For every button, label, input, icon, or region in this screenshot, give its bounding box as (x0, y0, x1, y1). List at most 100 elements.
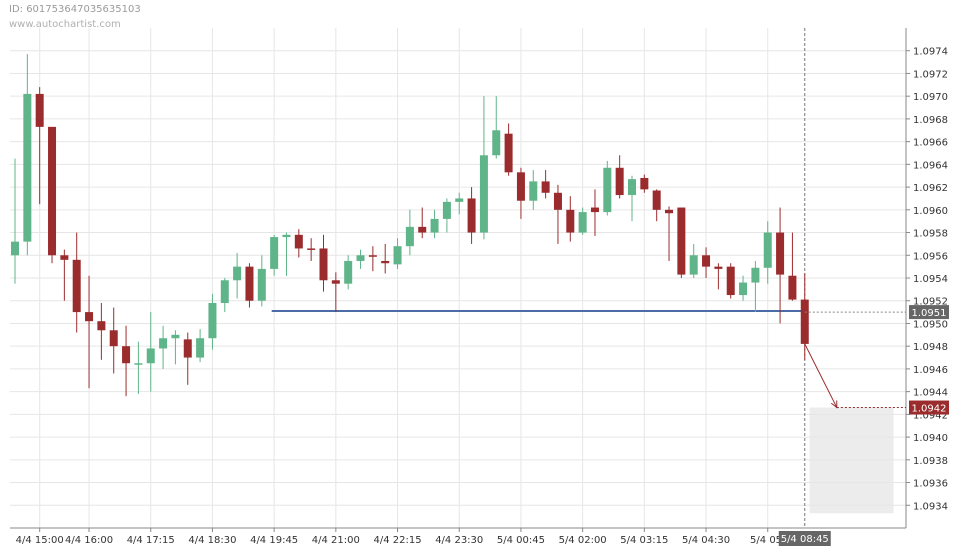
x-tick-label: 4/4 15:00 (16, 535, 64, 546)
candle-down (35, 93, 44, 127)
candle-down (60, 255, 69, 260)
y-tick-label: 1.0960 (913, 206, 948, 217)
candle-up (171, 334, 180, 339)
candle-up (492, 130, 501, 156)
y-tick-label: 1.0968 (913, 115, 948, 126)
forecast-arrow-head (830, 400, 838, 409)
candle-up (134, 363, 143, 365)
candle-up (628, 179, 636, 196)
candle-up (689, 255, 698, 275)
candle-down (368, 255, 377, 257)
candle-up (220, 280, 229, 303)
candle-down (615, 167, 624, 196)
candle-up (356, 255, 365, 261)
y-tick-label: 1.0948 (913, 342, 948, 353)
candle-up (393, 246, 402, 265)
candle-up (344, 260, 353, 284)
candle-down (788, 275, 797, 300)
candle-down (800, 299, 809, 344)
y-tick-label: 1.0946 (913, 365, 948, 376)
candle-up (739, 282, 748, 296)
candle-down (72, 259, 81, 313)
y-tick-label: 1.0970 (913, 92, 948, 103)
x-tick-label: 4/4 21:00 (312, 535, 360, 546)
candle-down (48, 126, 57, 256)
candle-down (640, 178, 649, 190)
y-tick-label: 1.0942 (913, 410, 948, 421)
candle-down (702, 255, 711, 267)
candle-down (714, 266, 723, 269)
y-tick-label: 1.0972 (913, 69, 948, 80)
candle-down (677, 207, 686, 275)
candle-down (541, 181, 550, 193)
y-tick-label: 1.0964 (913, 160, 948, 171)
x-tick-label: 5/4 00:45 (497, 535, 545, 546)
candle-up (455, 198, 464, 202)
y-tick-label: 1.0944 (913, 388, 948, 399)
candle-up (233, 266, 242, 281)
y-tick-label: 1.0938 (913, 456, 948, 467)
candle-down (590, 207, 599, 213)
forecast-zone (809, 407, 894, 514)
candle-up (23, 93, 32, 242)
candle-up (430, 218, 439, 233)
candle-down (726, 266, 735, 296)
candle-up (578, 212, 587, 233)
y-tick-label: 1.0940 (913, 433, 948, 444)
candle-down (97, 321, 106, 331)
candle-down (331, 280, 340, 284)
y-tick-label: 1.0936 (913, 479, 948, 490)
y-tick-label: 1.0954 (913, 274, 948, 285)
y-tick-label: 1.0950 (913, 319, 948, 330)
candle-up (603, 167, 612, 213)
candle-up (405, 226, 414, 247)
candle-down (665, 209, 674, 214)
candle-up (529, 181, 538, 201)
candle-up (763, 232, 772, 268)
last-time-box (778, 531, 831, 546)
candle-up (282, 234, 291, 238)
current-price-label: 1.0951 (912, 308, 947, 319)
candle-down (85, 312, 94, 322)
y-tick-label: 1.0966 (913, 138, 948, 149)
x-tick-label: 4/4 17:15 (127, 535, 175, 546)
y-tick-label: 1.0934 (913, 501, 948, 512)
candle-up (270, 237, 279, 269)
current-price-box (909, 305, 949, 320)
y-tick-label: 1.0974 (913, 47, 948, 58)
candle-up (479, 155, 488, 233)
candle-up (159, 338, 168, 349)
y-tick-label: 1.0956 (913, 251, 948, 262)
x-tick-label: 4/4 23:30 (435, 535, 483, 546)
x-tick-label: 4/4 19:45 (250, 535, 298, 546)
x-tick-label: 5/4 05: (750, 535, 785, 546)
candle-down (319, 248, 328, 281)
candle-up (257, 268, 266, 301)
target-price-box (909, 400, 949, 415)
target-price-label: 1.0942 (912, 404, 947, 415)
chart-id-label: ID: 601753647035635103 (9, 4, 141, 15)
candle-down (566, 209, 575, 233)
x-tick-label: 4/4 16:00 (65, 535, 113, 546)
y-tick-label: 1.0952 (913, 297, 948, 308)
candle-up (11, 241, 19, 256)
x-tick-label: 4/4 22:15 (373, 535, 421, 546)
candle-down (776, 232, 785, 275)
candle-up (751, 267, 760, 283)
x-tick-label: 5/4 03:15 (620, 535, 668, 546)
candle-down (652, 190, 661, 210)
candle-down (553, 192, 562, 210)
candle-down (516, 172, 525, 201)
candle-down (504, 133, 513, 173)
candle-up (196, 338, 205, 358)
candle-up (208, 303, 217, 339)
candle-down (294, 234, 303, 249)
candle-down (381, 260, 390, 264)
watermark-site: www.autochartist.com (9, 19, 121, 30)
x-tick-label: 5/4 04:30 (682, 535, 730, 546)
candle-down (109, 330, 118, 347)
y-tick-label: 1.0962 (913, 183, 948, 194)
candle-up (442, 201, 451, 219)
candle-down (122, 346, 131, 364)
